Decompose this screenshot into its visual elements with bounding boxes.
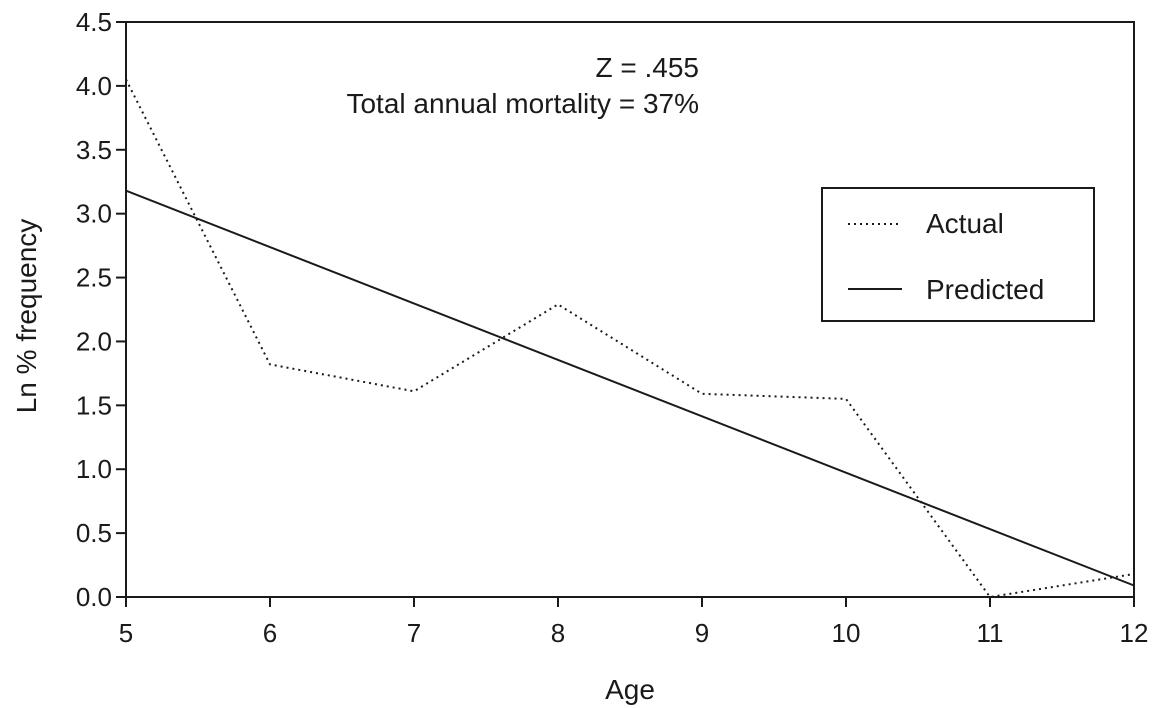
legend-label-predicted: Predicted xyxy=(926,274,1044,305)
x-tick-label: 5 xyxy=(119,618,133,648)
y-tick-label: 2.0 xyxy=(76,326,112,356)
y-tick-label: 0.0 xyxy=(76,582,112,612)
legend-box xyxy=(821,187,1095,322)
legend-label-actual: Actual xyxy=(926,208,1004,239)
annotation-mortality: Total annual mortality = 37% xyxy=(346,88,699,119)
y-tick-label: 4.5 xyxy=(76,7,112,37)
x-tick-label: 12 xyxy=(1120,618,1149,648)
x-tick-label: 7 xyxy=(407,618,421,648)
y-tick-label: 3.5 xyxy=(76,135,112,165)
legend: Actual Predicted xyxy=(821,187,1095,322)
y-axis-title: Ln % frequency xyxy=(11,219,42,414)
y-tick-label: 0.5 xyxy=(76,518,112,548)
x-axis: 5 6 7 8 9 10 11 12 xyxy=(119,597,1149,648)
series-layer xyxy=(125,79,1135,599)
series-line-actual xyxy=(125,79,1135,599)
y-tick-label: 3.0 xyxy=(76,199,112,229)
x-axis-title: Age xyxy=(605,674,655,705)
y-axis: 0.0 0.5 1.0 1.5 2.0 2.5 3.0 3.5 4.0 4.5 xyxy=(76,7,126,612)
x-tick-label: 9 xyxy=(695,618,709,648)
annotation-z: Z = .455 xyxy=(595,52,699,83)
series-line-predicted xyxy=(125,189,1135,587)
y-tick-label: 1.0 xyxy=(76,454,112,484)
plot-frame xyxy=(125,21,1135,598)
y-tick-label: 2.5 xyxy=(76,263,112,293)
y-tick-label: 4.0 xyxy=(76,71,112,101)
y-tick-label: 1.5 xyxy=(76,390,112,420)
x-tick-label: 10 xyxy=(832,618,861,648)
plot-area: 0.0 0.5 1.0 1.5 2.0 2.5 3.0 3.5 4.0 4.5 5 6 7 8 9 10 11… xyxy=(76,7,1149,648)
x-tick-label: 6 xyxy=(263,618,277,648)
x-tick-label: 11 xyxy=(977,618,1004,648)
x-tick-label: 8 xyxy=(551,618,565,648)
